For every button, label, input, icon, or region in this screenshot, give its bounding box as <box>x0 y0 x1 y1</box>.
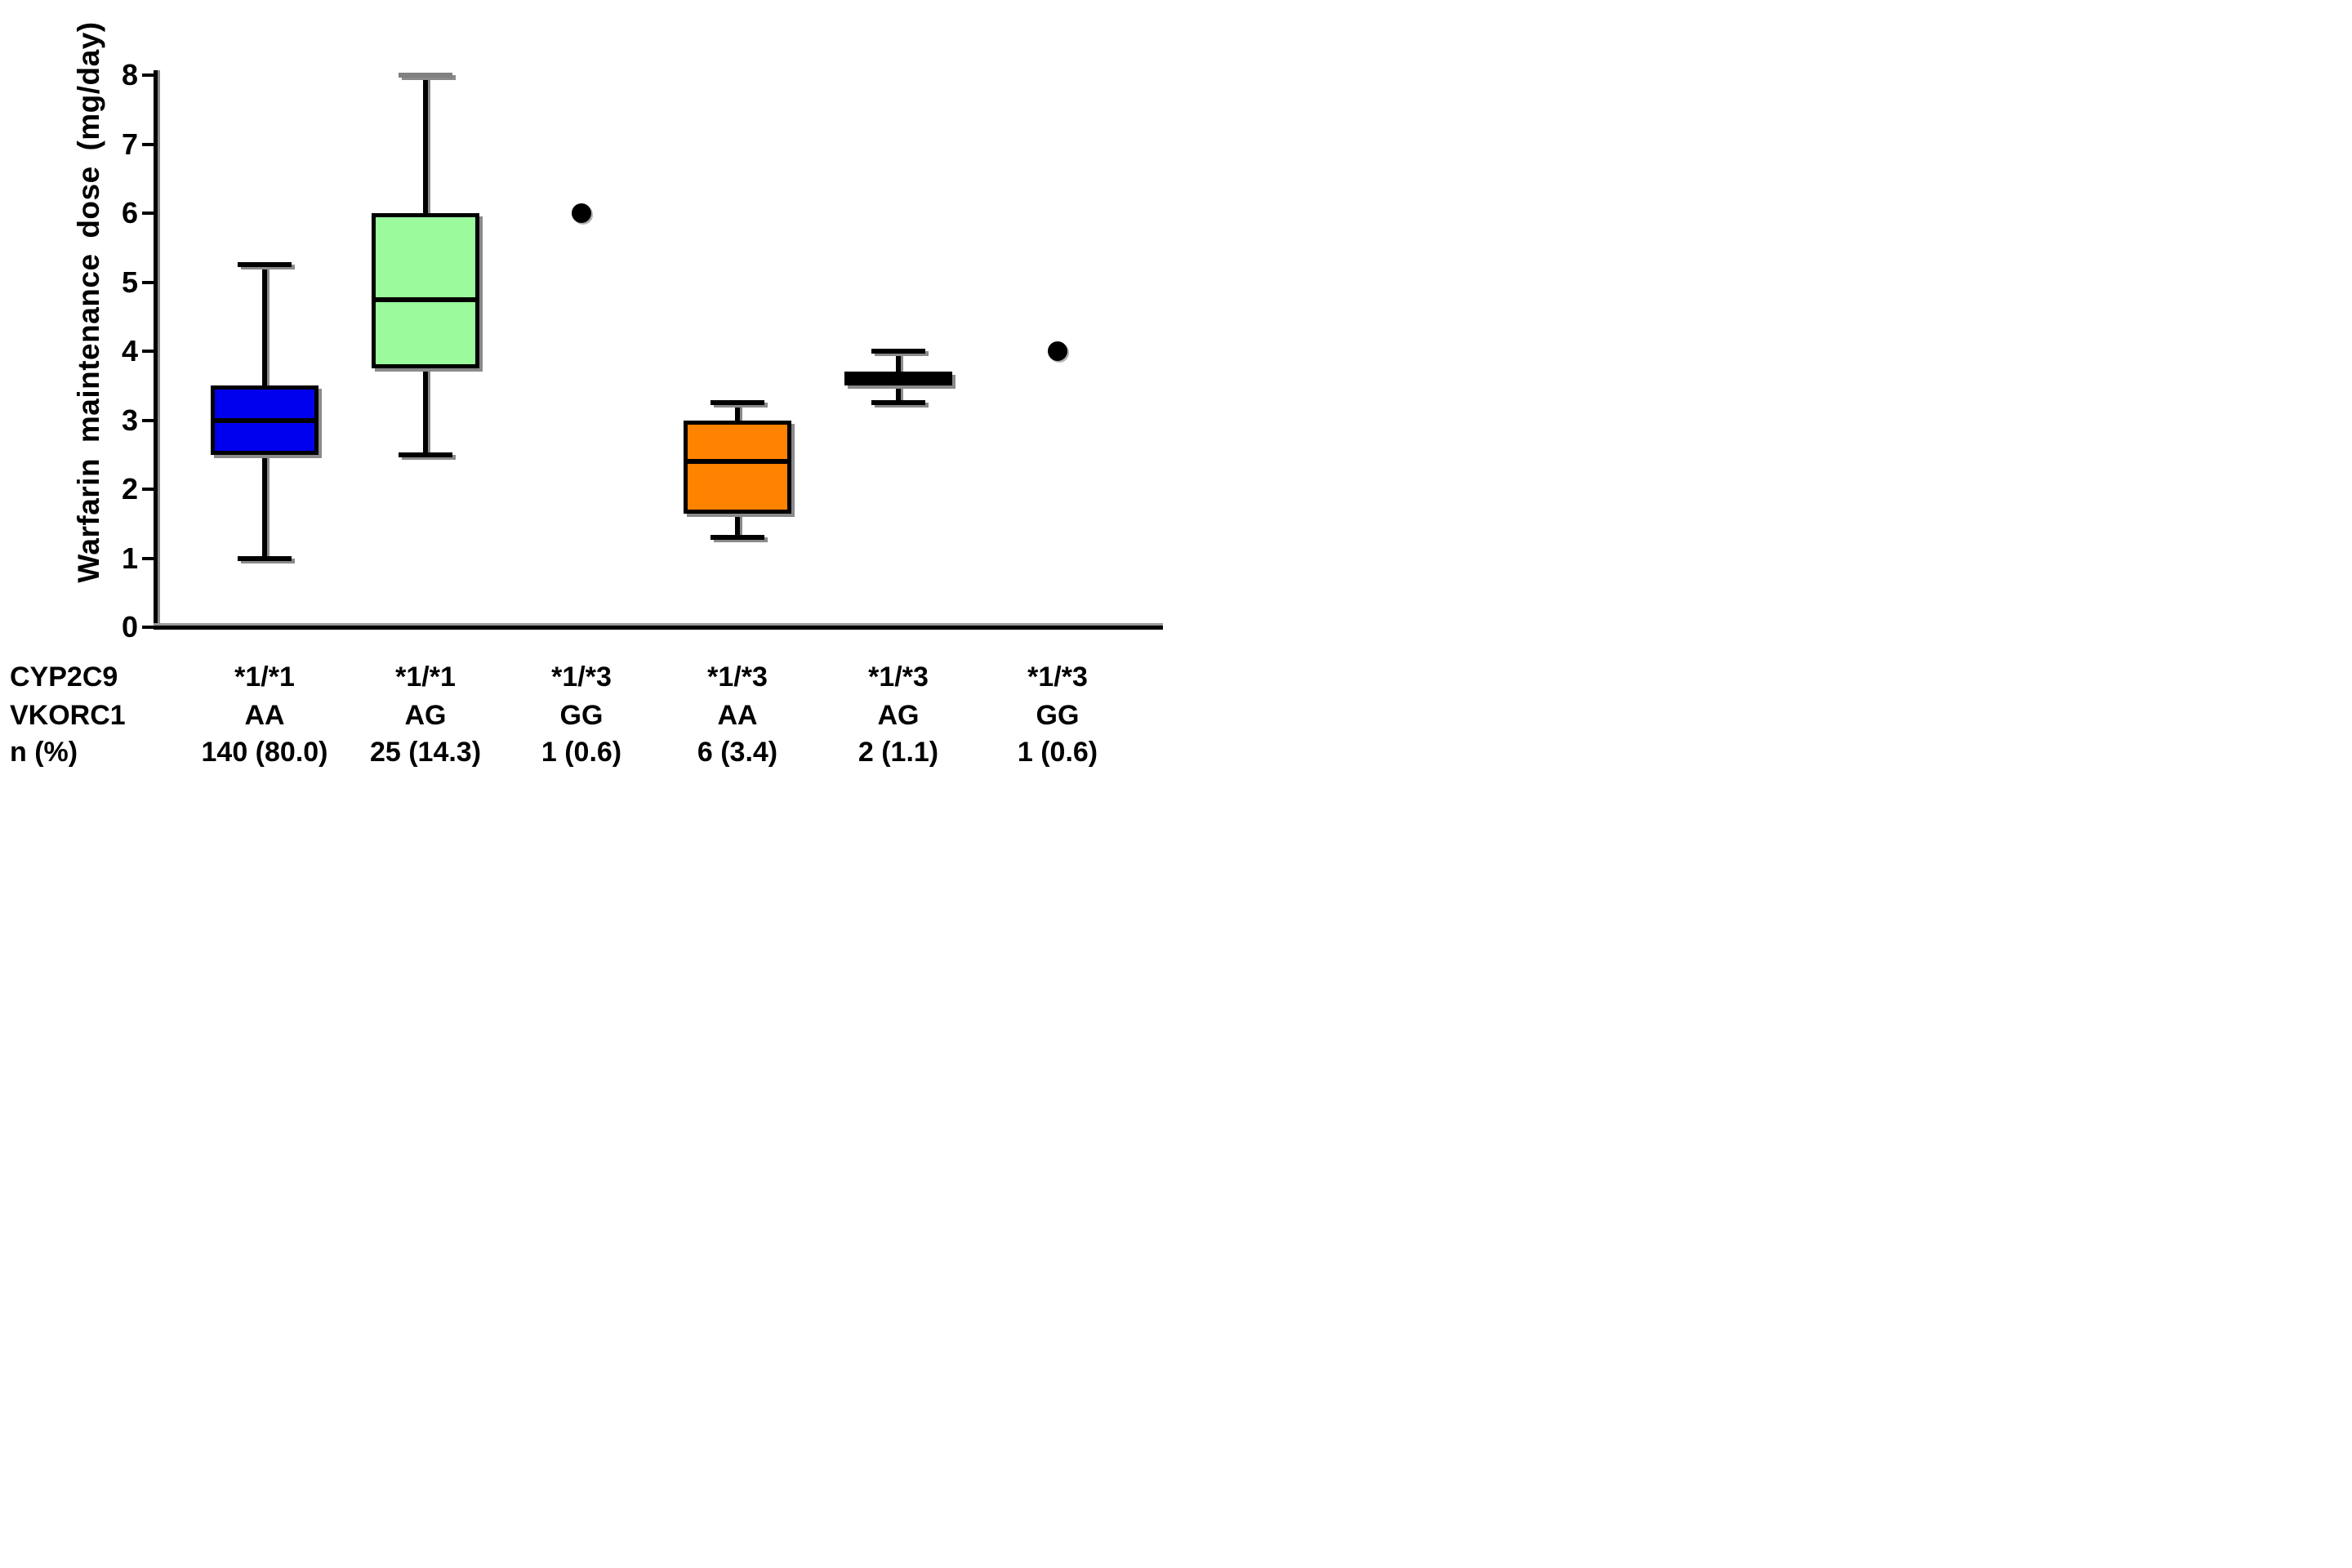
upper-whisker-line <box>423 75 428 213</box>
lower-whisker-line <box>262 454 267 559</box>
y-axis-line <box>154 70 158 629</box>
group-label-vkorc1: AG <box>877 700 920 731</box>
plot-area: 0 1 2 3 4 5 6 7 8 *1/*1 AA 140 (80.0) *1/*1 AG 25 (14.… <box>0 0 1176 784</box>
data-point-dot <box>1048 341 1067 361</box>
group-label-n_pct: 6 (3.4) <box>697 737 778 768</box>
group-label-cyp2c9: *1/*3 <box>707 662 768 693</box>
row-header-n-pct: n (%) <box>10 737 78 768</box>
box-iqr <box>372 213 479 369</box>
group-label-cyp2c9: *1/*3 <box>1027 662 1088 693</box>
y-tick-label: 8 <box>121 58 138 91</box>
y-tick <box>142 626 154 629</box>
y-tick-label: 1 <box>121 541 138 575</box>
median-line <box>848 376 949 381</box>
group-label-n_pct: 1 (0.6) <box>1017 737 1098 768</box>
group-label-cyp2c9: *1/*3 <box>551 662 612 693</box>
median-line <box>214 417 315 423</box>
upper-whisker-line <box>262 265 267 386</box>
max-whisker-cap <box>871 349 925 354</box>
y-tick-label: 2 <box>121 472 138 506</box>
y-tick <box>142 280 154 284</box>
y-tick <box>142 418 154 422</box>
data-point-dot <box>572 203 591 223</box>
y-tick <box>142 488 154 491</box>
group-label-n_pct: 25 (14.3) <box>369 737 482 768</box>
y-tick-label: 0 <box>121 610 138 644</box>
y-tick <box>142 74 154 77</box>
group-label-vkorc1: GG <box>1036 700 1080 731</box>
lower-whisker-line <box>735 513 740 538</box>
y-tick <box>142 212 154 215</box>
group-label-vkorc1: AG <box>404 700 447 731</box>
group-label-vkorc1: AA <box>717 700 758 731</box>
min-whisker-cap <box>871 400 925 406</box>
y-tick-label: 6 <box>121 196 138 229</box>
group-label-n_pct: 140 (80.0) <box>201 737 328 768</box>
box-iqr <box>684 420 791 514</box>
median-line <box>375 296 476 302</box>
y-tick-label: 7 <box>121 127 138 161</box>
lower-whisker-line <box>423 368 428 455</box>
group-label-cyp2c9: *1/*1 <box>234 662 295 693</box>
min-whisker-cap <box>399 452 452 457</box>
row-header-cyp2c9: CYP2C9 <box>10 662 118 693</box>
y-tick-label: 5 <box>121 265 138 299</box>
median-line <box>687 459 788 465</box>
max-whisker-cap <box>399 73 452 78</box>
y-tick <box>142 556 154 560</box>
group-label-n_pct: 1 (0.6) <box>541 737 622 768</box>
lower-whisker-line <box>896 385 901 403</box>
x-axis-line <box>154 626 1163 630</box>
upper-whisker-line <box>896 351 901 372</box>
group-label-cyp2c9: *1/*3 <box>868 662 929 693</box>
group-label-cyp2c9: *1/*1 <box>395 662 456 693</box>
y-tick-label: 4 <box>121 334 138 368</box>
group-label-vkorc1: GG <box>559 700 604 731</box>
y-tick <box>142 142 154 146</box>
y-tick <box>142 350 154 353</box>
max-whisker-cap <box>710 400 764 406</box>
y-tick-label: 3 <box>121 403 138 437</box>
max-whisker-cap <box>238 262 292 268</box>
min-whisker-cap <box>238 555 292 561</box>
min-whisker-cap <box>710 535 764 541</box>
group-label-n_pct: 2 (1.1) <box>858 737 939 768</box>
group-label-vkorc1: AA <box>244 700 285 731</box>
row-header-vkorc1: VKORC1 <box>10 700 126 731</box>
upper-whisker-line <box>735 403 740 421</box>
